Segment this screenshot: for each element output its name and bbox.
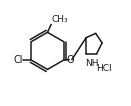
- Text: NH: NH: [85, 59, 98, 68]
- Text: O: O: [67, 55, 74, 65]
- Text: CH₃: CH₃: [52, 15, 68, 24]
- Text: Cl: Cl: [13, 55, 23, 65]
- Text: HCl: HCl: [96, 64, 112, 73]
